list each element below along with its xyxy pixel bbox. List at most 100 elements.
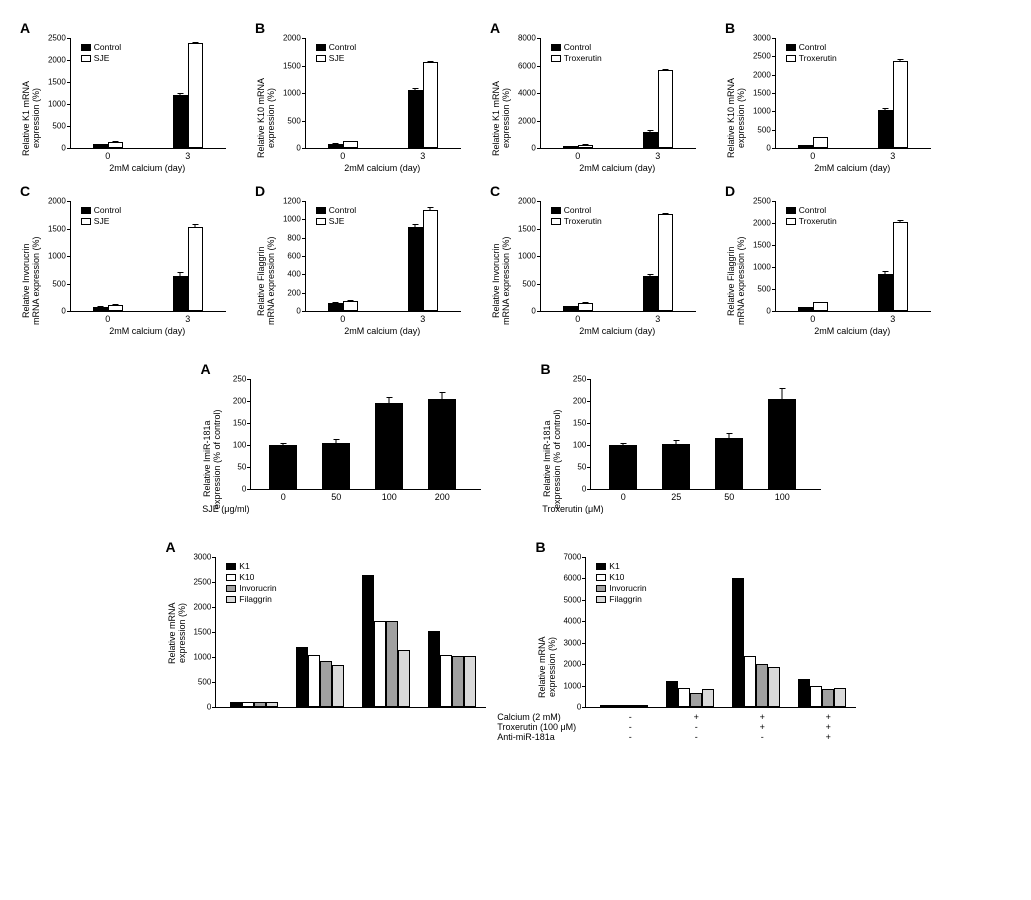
- legend-label: Control: [799, 205, 826, 216]
- legend-swatch: [81, 55, 91, 62]
- chart-axes: 0200040006000800003ControlTroxerutin: [540, 38, 696, 149]
- legend-label: K10: [239, 572, 254, 583]
- chart-axes: 0500100015002000250003ControlTroxerutin: [775, 201, 931, 312]
- y-tick-label: 0: [207, 703, 216, 712]
- panel-letter: B: [541, 361, 551, 377]
- bar: [428, 399, 456, 489]
- legend-swatch: [596, 574, 606, 581]
- bar: [893, 61, 908, 148]
- bar: [732, 578, 744, 707]
- bar: [813, 137, 828, 148]
- bar: [254, 702, 266, 707]
- condition-table: Calcium (2 mM)-+++Troxerutin (100 μM)--+…: [497, 712, 861, 742]
- y-tick-label: 0: [582, 485, 591, 494]
- x-category-label: 3: [185, 311, 190, 324]
- y-tick-label: 50: [237, 463, 251, 472]
- bar: [702, 689, 714, 707]
- y-tick-label: 2000: [48, 197, 71, 206]
- y-tick-label: 150: [573, 419, 591, 428]
- y-axis-label: Relative K1 mRNAexpression (%): [20, 63, 42, 173]
- y-tick-label: 250: [573, 375, 591, 384]
- x-category-label: 50: [331, 489, 341, 502]
- bar: [756, 664, 768, 707]
- y-tick-label: 200: [233, 397, 251, 406]
- bar: [398, 650, 410, 708]
- legend-swatch: [316, 218, 326, 225]
- condition-cell: -: [729, 732, 795, 742]
- chart-panel: DRelative FilaggrinmRNA expression (%)02…: [255, 183, 470, 336]
- y-tick-label: 1000: [48, 252, 71, 261]
- legend-label: K10: [609, 572, 624, 583]
- bar: [242, 702, 254, 707]
- condition-cell: +: [663, 712, 729, 722]
- legend-swatch: [81, 44, 91, 51]
- y-tick-label: 0: [296, 307, 305, 316]
- y-tick-label: 1000: [283, 89, 306, 98]
- y-tick-label: 2000: [753, 70, 776, 79]
- legend-label: SJE: [94, 53, 110, 64]
- x-category-label: 0: [340, 311, 345, 324]
- chart-axes: 02004006008001000120003ControlSJE: [305, 201, 461, 312]
- y-tick-label: 2000: [48, 56, 71, 65]
- legend: ControlTroxerutin: [786, 42, 837, 64]
- x-category-label: 0: [105, 148, 110, 161]
- x-category-label: 3: [420, 148, 425, 161]
- x-category-label: 0: [575, 148, 580, 161]
- panel-letter: A: [166, 539, 176, 555]
- bar: [375, 403, 403, 489]
- legend-swatch: [316, 55, 326, 62]
- bar: [600, 705, 612, 707]
- legend-label: Troxerutin: [564, 53, 602, 64]
- y-axis-label: Relative K10 mRNAexpression (%): [725, 63, 747, 173]
- bar: [423, 210, 438, 311]
- x-axis-label: 2mM calcium (day): [70, 163, 225, 173]
- y-tick-label: 1500: [518, 224, 541, 233]
- x-category-label: 25: [671, 489, 681, 502]
- condition-label: Troxerutin (100 μM): [497, 722, 597, 732]
- y-tick-label: 3000: [193, 553, 216, 562]
- legend: ControlSJE: [316, 42, 356, 64]
- y-tick-label: 2500: [753, 197, 776, 206]
- y-tick-label: 8000: [518, 34, 541, 43]
- figure-row2-right: CRelative InvorucrinmRNA expression (%)0…: [490, 183, 940, 336]
- legend-swatch: [596, 585, 606, 592]
- y-tick-label: 0: [766, 307, 775, 316]
- legend-label: Troxerutin: [799, 216, 837, 227]
- y-tick-label: 7000: [563, 553, 586, 562]
- legend-swatch: [786, 44, 796, 51]
- bar: [810, 686, 822, 707]
- y-axis-label: Relative InvorucrinmRNA expression (%): [490, 226, 512, 336]
- y-axis-label: Relative K10 mRNAexpression (%): [255, 63, 277, 173]
- y-tick-label: 2000: [518, 116, 541, 125]
- y-tick-label: 0: [577, 703, 586, 712]
- chart-axes: 05010015020025002550100: [590, 379, 821, 490]
- panel-letter: A: [490, 20, 500, 36]
- legend: ControlTroxerutin: [551, 205, 602, 227]
- bar: [423, 62, 438, 148]
- y-tick-label: 1500: [753, 89, 776, 98]
- y-tick-label: 5000: [563, 595, 586, 604]
- y-tick-label: 50: [577, 463, 591, 472]
- figure-row2-left: CRelative InvorucrinmRNA expression (%)0…: [20, 183, 470, 336]
- bar: [328, 303, 343, 311]
- legend-swatch: [596, 563, 606, 570]
- y-tick-label: 1000: [753, 107, 776, 116]
- bar: [308, 655, 320, 708]
- condition-cell: +: [795, 712, 861, 722]
- chart-axes: 050010001500200025003000K1K10InvorucrinF…: [215, 557, 486, 708]
- y-tick-label: 0: [766, 144, 775, 153]
- bar: [690, 693, 702, 707]
- bar: [332, 665, 344, 708]
- condition-cell: +: [795, 722, 861, 732]
- legend-label: Control: [94, 42, 121, 53]
- y-tick-label: 500: [757, 125, 775, 134]
- bar: [408, 90, 423, 148]
- y-tick-label: 1500: [283, 61, 306, 70]
- y-axis-label: Relative ImiR-181aexpression (% of contr…: [541, 404, 563, 514]
- y-tick-label: 3000: [753, 34, 776, 43]
- y-tick-label: 2500: [48, 34, 71, 43]
- legend-label: K1: [239, 561, 249, 572]
- figure-row3: ARelative ImiR-181aexpression (% of cont…: [201, 361, 831, 514]
- legend: ControlTroxerutin: [551, 42, 602, 64]
- y-tick-label: 0: [531, 307, 540, 316]
